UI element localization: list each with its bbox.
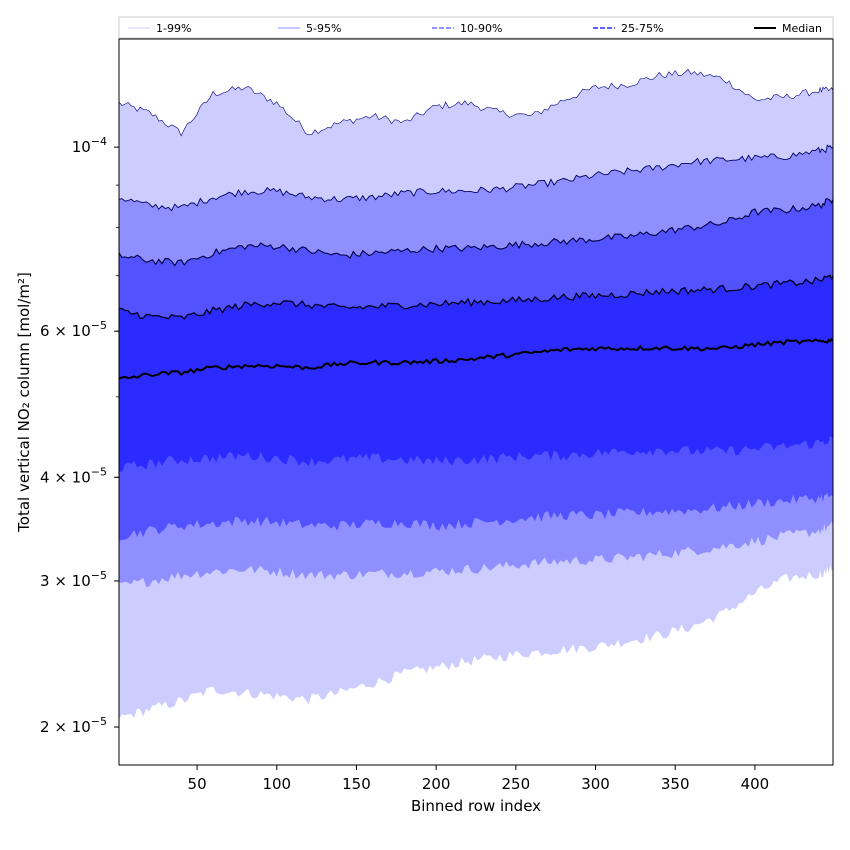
x-tick-label: 350 [661, 775, 690, 793]
percentile-bands [119, 69, 833, 721]
x-tick-label: 400 [741, 775, 770, 793]
band-upper-edge-10-90 [118, 198, 834, 267]
legend-box [118, 16, 834, 39]
x-axis-label: Binned row index [411, 797, 541, 815]
x-tick-label: 250 [502, 775, 531, 793]
y-tick-label: 2 × 10−5 [40, 715, 107, 736]
band-upper-edge-1-99 [118, 68, 834, 137]
legend: 1-99% 5-95% 10-90% 25-75% Median [118, 16, 834, 39]
y-axis-ticks: 2 × 10−5 3 × 10−5 4 × 10−5 6 × 10−5 10−4 [40, 135, 119, 736]
y-tick-label: 4 × 10−5 [40, 465, 107, 486]
band-edge-lines [118, 68, 834, 380]
legend-label-10-90: 10-90% [460, 22, 502, 35]
x-tick-label: 300 [581, 775, 610, 793]
band-upper-edge-25-75 [118, 274, 834, 320]
y-axis-label: Total vertical NO₂ column [mol/m²] [15, 272, 33, 533]
band-25-75 [119, 275, 833, 472]
x-tick-label: 50 [188, 775, 207, 793]
y-tick-label: 10−4 [72, 135, 107, 156]
legend-label-5-95: 5-95% [306, 22, 341, 35]
legend-label-median: Median [782, 22, 822, 35]
x-tick-label: 150 [342, 775, 371, 793]
y-tick-label: 3 × 10−5 [40, 569, 107, 590]
band-upper-edge-5-95 [118, 144, 834, 212]
legend-label-1-99: 1-99% [156, 22, 191, 35]
y-tick-label: 6 × 10−5 [40, 319, 107, 340]
x-axis-ticks: 50 100 150 200 250 300 350 400 [188, 765, 770, 793]
median-line [118, 337, 834, 380]
plot-frame [118, 38, 834, 766]
legend-label-25-75: 25-75% [621, 22, 663, 35]
x-tick-label: 100 [262, 775, 291, 793]
x-tick-label: 200 [422, 775, 451, 793]
